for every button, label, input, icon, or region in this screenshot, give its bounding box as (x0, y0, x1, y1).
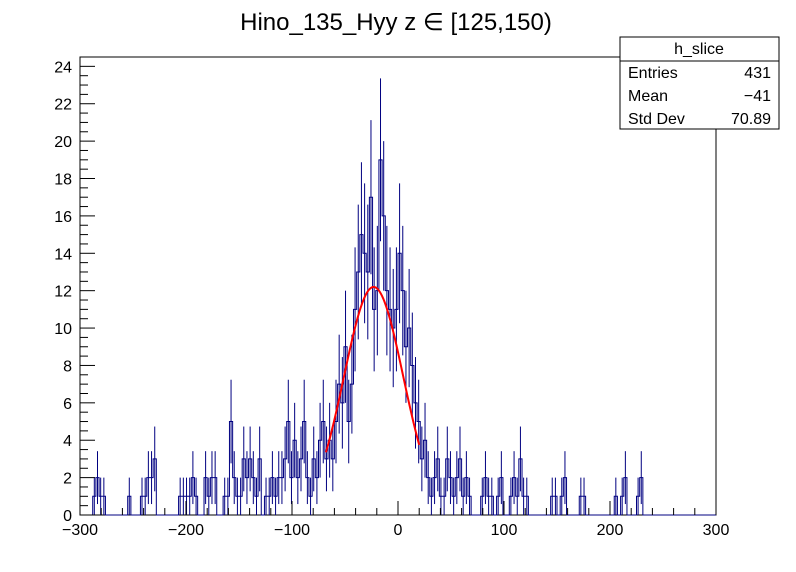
stats-box: h_slice Entries 431 Mean −41 Std Dev 70.… (619, 36, 780, 130)
stats-stddev-value: 70.89 (731, 111, 771, 128)
fit-curve-layer (324, 285, 421, 453)
y-tick-label: 14 (54, 246, 72, 263)
y-tick-label: 8 (63, 358, 72, 375)
y-tick-label: 10 (54, 321, 72, 338)
y-tick-label: 20 (54, 134, 72, 151)
stats-mean-label: Mean (628, 88, 668, 105)
stats-entries-label: Entries (628, 65, 678, 82)
x-tick-label: 0 (394, 522, 403, 539)
x-tick-label: −300 (62, 522, 98, 539)
x-tick-label: −200 (168, 522, 204, 539)
histogram-bars (80, 78, 716, 516)
y-tick-label: 2 (63, 471, 72, 488)
stats-box-name: h_slice (674, 41, 724, 58)
x-tick-label: 100 (491, 522, 518, 539)
stats-box-frame (619, 36, 780, 130)
stats-mean-value: −41 (744, 88, 771, 105)
gaussian-fit-curve (324, 285, 421, 453)
y-tick-label: 0 (63, 508, 72, 525)
x-tick-label: 300 (703, 522, 730, 539)
y-tick-label: 6 (63, 396, 72, 413)
chart-title: Hino_135_Hyy z ∈ [125,150) (240, 9, 552, 36)
x-tick-label: −100 (274, 522, 310, 539)
y-tick-label: 12 (54, 284, 72, 301)
y-tick-label: 4 (63, 433, 72, 450)
stats-stddev-label: Std Dev (628, 111, 685, 128)
stats-entries-value: 431 (744, 65, 771, 82)
y-tick-label: 24 (54, 59, 72, 76)
y-tick-label: 22 (54, 97, 72, 114)
y-tick-label: 16 (54, 209, 72, 226)
y-tick-label: 18 (54, 172, 72, 189)
x-tick-label: 200 (597, 522, 624, 539)
histogram-step-line (80, 159, 716, 516)
